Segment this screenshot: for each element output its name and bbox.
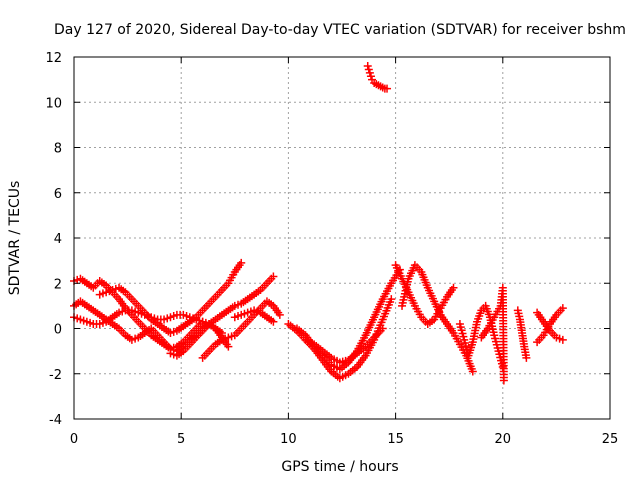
data-point — [224, 342, 233, 351]
y-tick-label: 6 — [54, 187, 62, 202]
x-axis-label: GPS time / hours — [281, 459, 398, 475]
data-point — [449, 283, 458, 292]
series-track-e — [166, 272, 278, 360]
series-track-p — [513, 306, 531, 362]
data-point — [275, 310, 284, 319]
series-track-l — [391, 261, 458, 328]
y-tick-label: 4 — [54, 232, 62, 247]
y-tick-label: 0 — [54, 323, 62, 338]
data-point — [522, 353, 531, 362]
x-tick-label: 5 — [177, 432, 185, 447]
data-point — [217, 329, 226, 338]
x-tick-label: 20 — [495, 432, 512, 447]
x-tick-label: 10 — [280, 432, 297, 447]
x-tick-label: 25 — [602, 432, 619, 447]
y-axis-label: SDTVAR / TECUs — [7, 181, 23, 296]
data-point — [237, 258, 246, 267]
series-track-m — [398, 261, 477, 376]
data-point — [269, 272, 278, 281]
series-track-j — [301, 324, 387, 367]
data-point — [558, 335, 567, 344]
y-tick-label: -4 — [49, 413, 62, 428]
data-point — [558, 304, 567, 313]
data-point — [387, 295, 396, 304]
axis-ticks: 0 5 10 15 20 25 -4 -2 0 2 4 6 8 10 12 — [45, 51, 618, 447]
series-track-o — [477, 283, 508, 385]
series-track-n — [455, 301, 507, 371]
data-point — [498, 362, 507, 371]
data-point — [269, 317, 278, 326]
y-tick-label: 8 — [54, 142, 62, 157]
x-tick-label: 0 — [70, 432, 78, 447]
data-markers — [70, 62, 567, 385]
data-point — [378, 324, 387, 333]
data-point — [383, 84, 392, 93]
y-tick-label: -2 — [49, 368, 62, 383]
data-point — [468, 367, 477, 376]
y-tick-label: 10 — [45, 96, 62, 111]
series-track-r — [533, 308, 567, 344]
y-tick-label: 2 — [54, 277, 62, 292]
chart-title: Day 127 of 2020, Sidereal Day-to-day VTE… — [54, 22, 626, 38]
series-track-g — [230, 306, 278, 326]
series-track-k — [363, 62, 392, 93]
series-track-d — [70, 306, 226, 338]
y-tick-label: 12 — [45, 51, 62, 66]
x-tick-label: 15 — [387, 432, 404, 447]
data-point — [499, 376, 508, 385]
